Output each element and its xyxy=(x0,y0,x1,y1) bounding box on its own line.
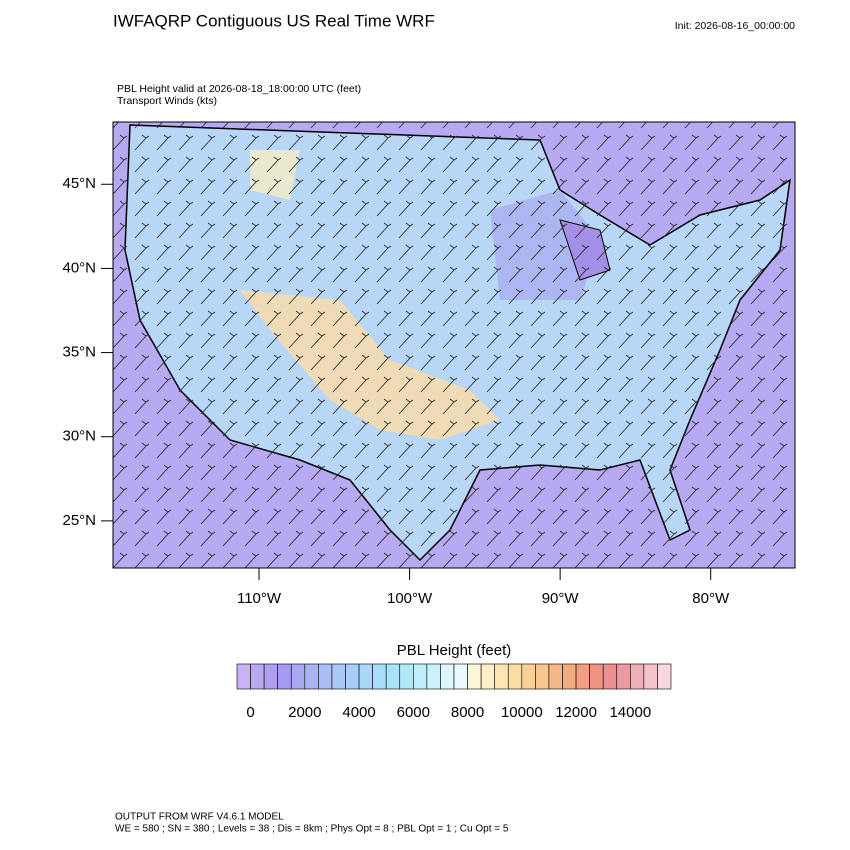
colorbar-box xyxy=(358,663,373,690)
footer-text: WE = 580 ; SN = 380 ; Levels = 38 ; Dis … xyxy=(115,824,509,835)
y-tick-label: 35°N xyxy=(62,344,96,361)
colorbar-box xyxy=(467,663,482,690)
colorbar-tick-label: 8000 xyxy=(451,704,484,721)
colorbar-box xyxy=(290,663,306,690)
colorbar-box xyxy=(440,663,455,690)
colorbar-box xyxy=(263,663,278,690)
colorbar-tick-label: 0 xyxy=(246,704,254,721)
subtitle: PBL Height valid at 2026-08-18_18:00:00 … xyxy=(117,83,361,95)
init-time: Init: 2026-08-16_00:00:00 xyxy=(675,20,795,32)
title: IWFAQRP Contiguous US Real Time WRF xyxy=(113,11,435,30)
colorbar-box xyxy=(589,663,604,690)
y-tick-label: 25°N xyxy=(62,512,96,529)
colorbar-tick-label: 4000 xyxy=(342,704,375,721)
x-tick-label: 110°W xyxy=(237,590,282,607)
y-tick-label: 40°N xyxy=(62,259,96,276)
colorbar-box xyxy=(507,663,523,690)
colorbar-tick-label: 10000 xyxy=(501,704,543,721)
colorbar-box xyxy=(331,663,346,690)
x-tick-label: 90°W xyxy=(542,590,580,607)
colorbar-box xyxy=(643,663,658,690)
colorbar-box xyxy=(250,663,265,690)
y-tick-label: 45°N xyxy=(62,175,96,192)
footer-text: OUTPUT FROM WRF V4.6.1 MODEL xyxy=(115,812,284,823)
colorbar-box xyxy=(494,663,509,690)
colorbar-box xyxy=(426,663,441,690)
colorbar-tick-label: 6000 xyxy=(397,704,430,721)
colorbar-box xyxy=(602,663,618,690)
colorbar-box xyxy=(562,663,577,690)
map xyxy=(113,122,795,568)
colorbar-box xyxy=(630,663,645,690)
x-tick-label: 100°W xyxy=(387,590,433,607)
colorbar-box xyxy=(277,663,292,690)
axes: 110°W 100°W 90°W 80°W 25°N 30°N 35°N 40°N 45°N xyxy=(62,175,729,607)
colorbar: 0 2000 4000 6000 8000 10000 12000 14000 xyxy=(236,663,672,721)
y-tick-label: 30°N xyxy=(62,428,96,445)
colorbar-box xyxy=(304,663,319,690)
colorbar-box xyxy=(480,663,495,690)
colorbar-box xyxy=(385,663,401,690)
colorbar-box xyxy=(548,663,563,690)
colorbar-box xyxy=(616,663,631,690)
colorbar-tick-label: 12000 xyxy=(555,704,597,721)
colorbar-box xyxy=(575,663,590,690)
colorbar-box xyxy=(318,663,333,690)
colorbar-box xyxy=(345,663,360,690)
colorbar-box xyxy=(413,663,428,690)
colorbar-box xyxy=(453,663,468,690)
subtitle: Transport Winds (kts) xyxy=(117,95,217,107)
colorbar-tick-label: 14000 xyxy=(609,704,651,721)
colorbar-box xyxy=(236,663,251,690)
colorbar-box xyxy=(372,663,387,690)
colorbar-box xyxy=(399,663,414,690)
x-tick-label: 80°W xyxy=(692,590,730,607)
colorbar-box xyxy=(657,663,672,690)
colorbar-title: PBL Height (feet) xyxy=(397,642,512,659)
map-frame xyxy=(112,121,796,569)
colorbar-box xyxy=(521,663,536,690)
colorbar-tick-label: 2000 xyxy=(288,704,321,721)
colorbar-box xyxy=(535,663,550,690)
